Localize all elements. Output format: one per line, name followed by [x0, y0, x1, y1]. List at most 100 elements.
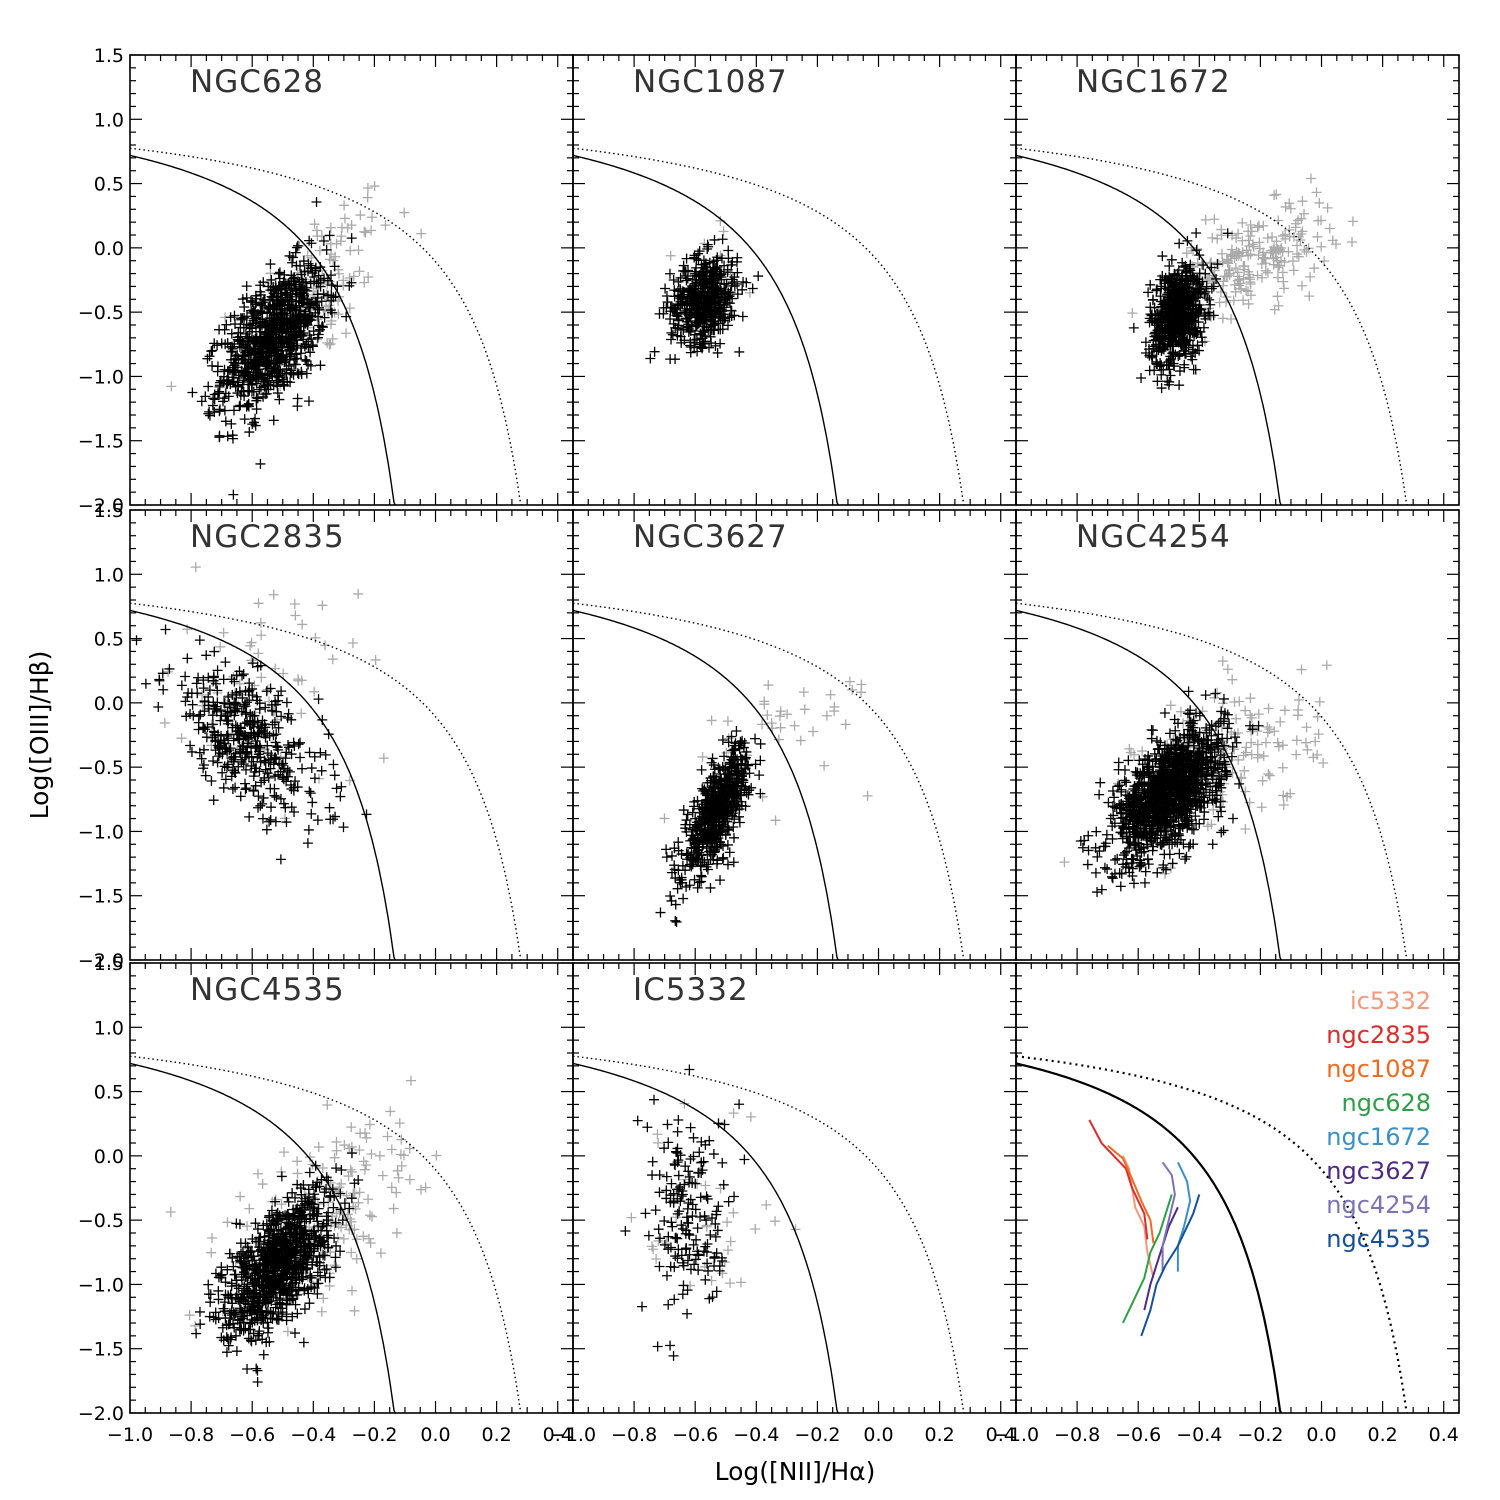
scatter-point-other	[359, 277, 370, 288]
scatter-point-hii	[230, 319, 241, 330]
y-tick-label: −1.0	[78, 366, 124, 388]
scatter-point-hii	[299, 266, 310, 277]
scatter-point-hii	[256, 307, 267, 318]
scatter-point-hii	[255, 458, 266, 469]
scatter-point-other	[353, 245, 364, 256]
scatter-point-hii	[321, 244, 332, 255]
scatter-point-other	[324, 339, 335, 350]
scatter-point-hii	[266, 274, 277, 285]
scatter-point-other	[311, 225, 322, 236]
scatter-point-other	[346, 220, 357, 231]
scatter-point-hii	[318, 288, 329, 299]
scatter-point-other	[366, 212, 377, 223]
y-tick-label: −1.5	[78, 431, 124, 453]
scatter-point-hii	[252, 393, 263, 404]
scatter-point-hii	[346, 233, 357, 244]
scatter-point-hii	[206, 346, 217, 357]
y-tick-label: 1.0	[94, 564, 124, 586]
scatter-point-hii	[207, 360, 218, 371]
y-tick-label: 1.0	[94, 109, 124, 131]
scatter-point-other	[366, 225, 377, 236]
scatter-point-other	[362, 192, 373, 203]
scatter-point-other	[333, 268, 344, 279]
scatter-point-hii	[228, 489, 239, 500]
y-tick-label: −0.5	[78, 302, 124, 324]
scatter-point-hii	[306, 238, 317, 249]
scatter-point-other	[360, 227, 371, 238]
scatter-point-other	[344, 303, 355, 314]
scatter-point-hii	[214, 381, 225, 392]
scatter-point-hii	[313, 329, 324, 340]
scatter-point-hii	[290, 359, 301, 370]
scatter-point-hii	[274, 394, 285, 405]
scatter-point-hii	[239, 414, 250, 425]
scatter-point-other	[322, 337, 333, 348]
panel-title: NGC1087	[633, 64, 788, 100]
panel-title: NGC628	[190, 64, 324, 100]
scatter-point-other	[341, 328, 352, 339]
scatter-point-hii	[295, 348, 306, 359]
y-tick-label: 0.0	[94, 238, 124, 260]
scatter-point-hii	[273, 268, 284, 279]
scatter-point-other	[324, 254, 335, 265]
y-tick-label: −1.5	[78, 886, 124, 908]
scatter-point-other	[348, 271, 359, 282]
scatter-point-other	[359, 226, 370, 237]
y-tick-label: −1.0	[78, 821, 124, 843]
scatter-point-other	[331, 238, 342, 249]
scatter-point-hii	[257, 297, 268, 308]
scatter-point-other	[324, 300, 335, 311]
scatter-point-hii	[228, 405, 239, 416]
scatter-point-other	[326, 249, 337, 260]
scatter-point-hii	[254, 384, 265, 395]
y-tick-label: 0.5	[94, 174, 124, 196]
scatter-point-other	[333, 309, 344, 320]
scatter-point-other	[354, 266, 365, 277]
scatter-point-hii	[268, 415, 279, 426]
scatter-point-other	[362, 183, 373, 193]
scatter-point-hii	[237, 379, 248, 390]
scatter-point-other	[285, 251, 296, 262]
scatter-point-hii	[203, 408, 214, 419]
scatter-point-other	[363, 271, 374, 282]
scatter-point-hii	[203, 381, 214, 392]
scatter-point-hii	[219, 405, 230, 416]
y-tick-label: −0.5	[78, 757, 124, 779]
scatter-point-hii	[251, 395, 262, 406]
scatter-point-other	[380, 220, 391, 231]
scatter-point-hii	[251, 404, 262, 415]
y-tick-label: 1.5	[94, 500, 124, 522]
scatter-point-hii	[228, 367, 239, 378]
scatter-point-hii	[221, 319, 232, 330]
scatter-point-hii	[244, 427, 255, 438]
scatter-point-other	[416, 228, 427, 239]
scatter-point-hii	[329, 261, 340, 272]
panel-title: NGC2835	[190, 519, 345, 555]
panel-title: NGC3627	[633, 519, 788, 555]
scatter-point-hii	[242, 333, 253, 344]
scatter-point-hii	[344, 280, 355, 291]
scatter-point-hii	[305, 260, 316, 271]
scatter-point-hii	[304, 235, 315, 246]
scatter-point-hii	[330, 291, 341, 302]
y-tick-label: 0.5	[94, 629, 124, 651]
scatter-point-hii	[227, 343, 238, 354]
scatter-point-hii	[219, 324, 230, 335]
scatter-point-hii	[318, 236, 329, 247]
scatter-point-hii	[226, 418, 237, 429]
panel-title: NGC1672	[1076, 64, 1231, 100]
y-tick-label: 1.5	[94, 45, 124, 67]
scatter-point-other	[314, 245, 325, 256]
scatter-point-hii	[288, 273, 299, 284]
scatter-point-other	[369, 181, 380, 192]
scatter-point-hii	[217, 396, 228, 407]
scatter-point-hii	[291, 242, 302, 253]
scatter-point-other	[327, 333, 338, 344]
scatter-point-hii	[225, 312, 236, 323]
scatter-point-hii	[223, 391, 234, 402]
scatter-point-other	[166, 381, 177, 392]
scatter-point-hii	[324, 230, 335, 241]
scatter-point-other	[325, 222, 336, 233]
